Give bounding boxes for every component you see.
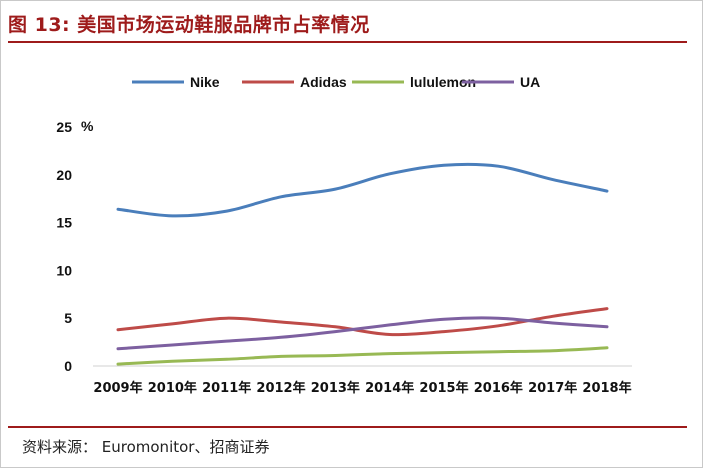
x-tick-label: 2009年 [93,380,142,396]
x-tick-label: 2013年 [311,380,360,396]
title-rule [8,41,687,43]
legend-label-adidas: Adidas [300,74,347,90]
figure-title: 图 13: 美国市场运动鞋服品牌市占率情况 [8,14,370,36]
y-tick-label: 25 [56,119,72,135]
x-tick-label: 2012年 [256,380,305,396]
y-tick-label: 5 [64,310,72,326]
series-line-lululemon [116,346,609,366]
legend: Nike Adidas lululemon UA [132,74,540,90]
source-note: 资料来源： Euromonitor、招商证券 [22,438,270,456]
x-axis-ticks: 2009年 2010年 2011年 2012年 2013年 2014年 2015年 2016年… [93,380,631,396]
x-tick-label: 2017年 [528,380,577,396]
legend-label-ua: UA [520,74,540,90]
legend-label-nike: Nike [190,74,220,90]
y-axis-ticks: 0 5 10 15 20 25 [56,119,72,374]
x-tick-label: 2016年 [474,380,523,396]
x-tick-label: 2011年 [202,380,251,396]
y-tick-label: 20 [56,167,72,183]
y-tick-label: 0 [64,358,72,374]
series-lines [116,162,609,366]
source-rule [8,426,687,428]
series-line-ua [116,316,609,351]
x-tick-label: 2018年 [582,380,631,396]
x-tick-label: 2014年 [365,380,414,396]
series-line-nike [116,162,609,218]
x-tick-label: 2015年 [419,380,468,396]
y-tick-label: 15 [56,215,72,231]
y-tick-label: 10 [56,262,72,278]
y-axis-unit-label: % [81,118,94,134]
legend-label-lululemon: lululemon [410,74,476,90]
x-tick-label: 2010年 [148,380,197,396]
